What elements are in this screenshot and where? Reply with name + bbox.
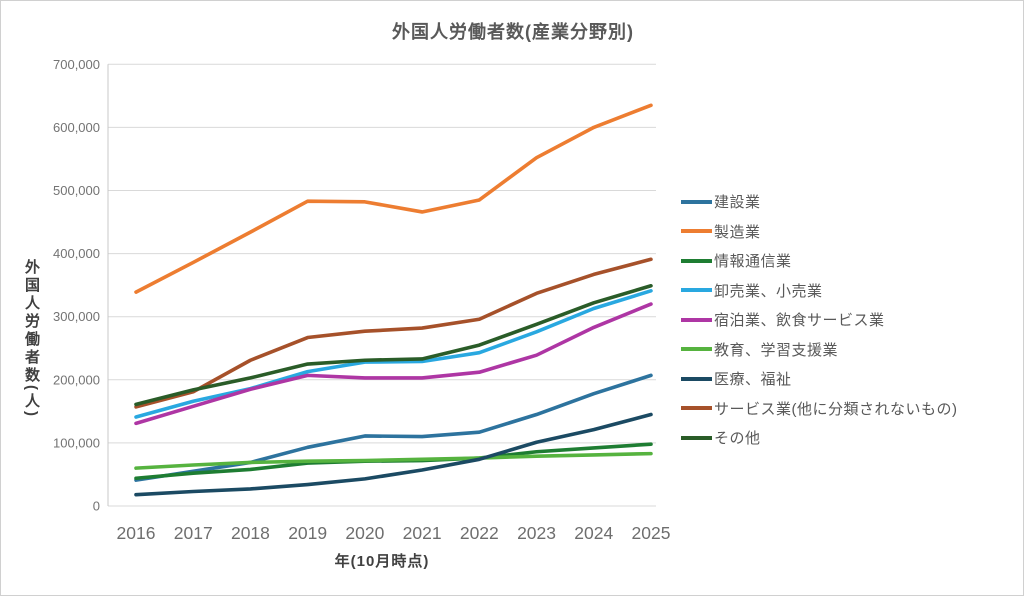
y-tick-label: 0: [93, 499, 100, 514]
x-tick-label: 2016: [117, 523, 156, 543]
legend-label: その他: [714, 430, 761, 448]
y-tick-label: 300,000: [53, 309, 100, 324]
legend-marker-line: [681, 435, 712, 440]
y-tick-label: 500,000: [53, 183, 100, 198]
legend-label: 教育、学習支援業: [714, 341, 839, 359]
legend: 建設業製造業情報通信業卸売業、小売業宿泊業、飲食サービス業 教育、学習支援業 医療、…: [681, 187, 958, 453]
series-line: [134, 302, 653, 426]
y-tick-label: 400,000: [53, 246, 100, 261]
legend-marker-line: [681, 229, 712, 234]
y-tick-label: 200,000: [53, 372, 100, 387]
series-line: [134, 373, 653, 482]
legend-marker-line: [681, 199, 712, 204]
chart-title: 外国人労働者数(産業分野別): [392, 22, 634, 42]
legend-item: 建設業: [681, 187, 958, 217]
series-line: [134, 283, 653, 407]
legend-item: その他: [681, 423, 958, 453]
y-tick-label: 100,000: [53, 435, 100, 450]
x-tick-label: 2017: [174, 523, 213, 543]
series-line: [134, 103, 653, 294]
series-line: [134, 257, 653, 409]
x-tick-label: 2023: [517, 523, 556, 543]
legend-label: サービス業(他に分類されないもの): [714, 400, 958, 418]
legend-label: 製造業: [714, 223, 761, 241]
x-tick-label: 2020: [345, 523, 384, 543]
legend-item: 製造業: [681, 217, 958, 247]
legend-marker-line: [681, 258, 712, 263]
legend-label: 建設業: [714, 194, 761, 212]
legend-label: 宿泊業、飲食サービス業: [714, 312, 885, 330]
legend-item: 教育、学習支援業: [681, 335, 958, 365]
x-tick-label: 2024: [574, 523, 613, 543]
legend-marker-line: [681, 347, 712, 352]
y-tick-label: 700,000: [53, 57, 100, 72]
legend-label: 情報通信業: [714, 253, 792, 271]
legend-marker-line: [681, 288, 712, 293]
legend-item: 医療、福祉: [681, 364, 958, 394]
series-line: [134, 451, 653, 470]
x-axis-title: 年(10月時点): [334, 553, 430, 570]
series-line: [134, 412, 653, 497]
legend-label: 医療、福祉: [714, 371, 792, 389]
series-line: [134, 289, 653, 419]
legend-label: 卸売業、小売業: [714, 282, 823, 300]
y-tick-label: 600,000: [53, 120, 100, 135]
x-tick-label: 2025: [632, 523, 671, 543]
x-tick-label: 2022: [460, 523, 499, 543]
x-tick-label: 2021: [403, 523, 442, 543]
legend-item: 宿泊業、飲食サービス業: [681, 305, 958, 335]
x-tick-label: 2019: [288, 523, 327, 543]
legend-marker-line: [681, 406, 712, 411]
legend-marker-line: [681, 376, 712, 381]
y-axis-title: 外国人労働者数(人): [23, 259, 40, 419]
legend-item: サービス業(他に分類されないもの): [681, 394, 958, 424]
legend-item: 卸売業、小売業: [681, 276, 958, 306]
legend-item: 情報通信業: [681, 246, 958, 276]
x-tick-label: 2018: [231, 523, 270, 543]
legend-marker-line: [681, 317, 712, 322]
